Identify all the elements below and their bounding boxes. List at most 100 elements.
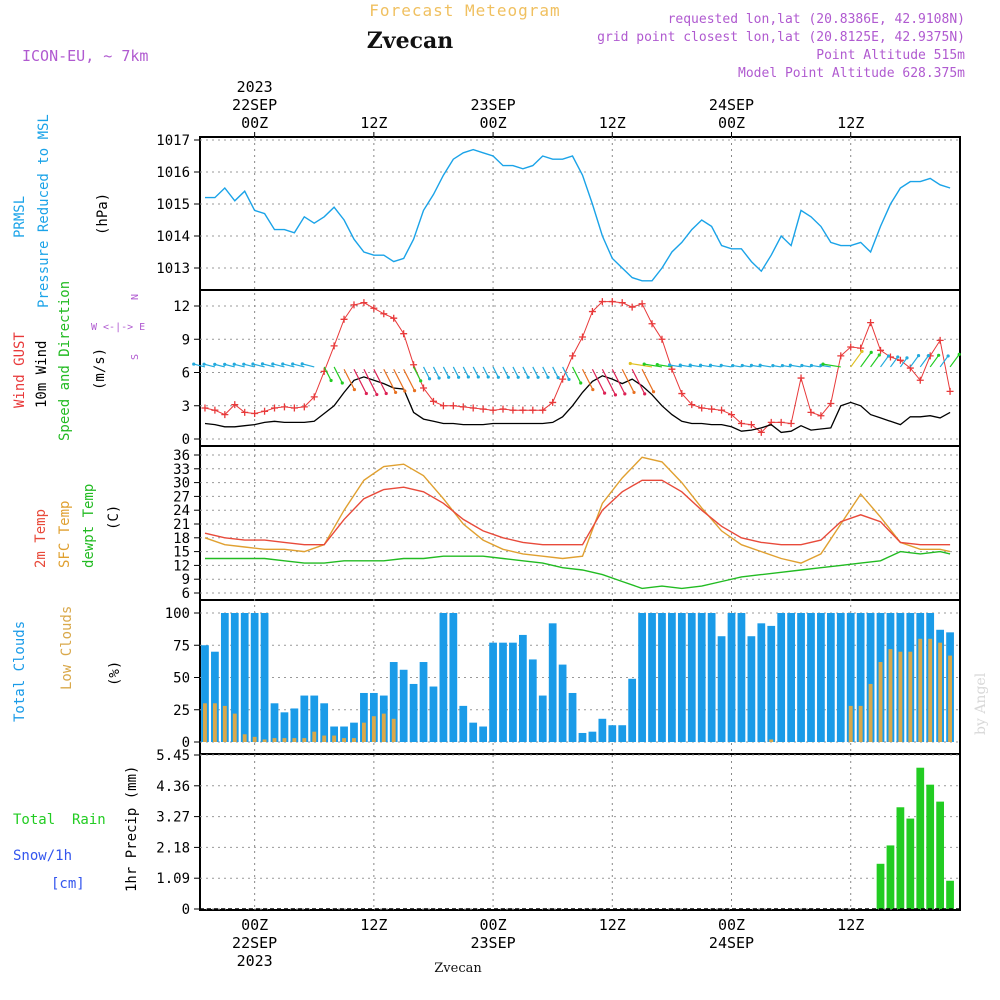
low-cloud-bar xyxy=(352,738,356,742)
gust-point xyxy=(439,402,447,410)
wind-arrow-head xyxy=(419,379,423,383)
wind-arrow-head xyxy=(613,393,618,397)
dewpt-line xyxy=(205,550,951,590)
wind-arrow xyxy=(631,368,646,395)
total-cloud-bar xyxy=(568,692,577,742)
wind-arrow-head xyxy=(437,376,441,380)
wind-arrow xyxy=(641,368,655,392)
total-cloud-bar xyxy=(310,695,319,742)
temp-2m-line xyxy=(204,479,951,546)
wind-arrow xyxy=(502,366,509,378)
wind-arrow-head xyxy=(678,363,682,367)
wind-arrow-head xyxy=(821,362,825,366)
wind-arrow xyxy=(621,368,635,393)
gust-point xyxy=(261,407,269,415)
y-tick-label-clouds: 25 xyxy=(173,703,190,719)
y-tick-label-temperature: 30 xyxy=(173,476,190,492)
wind-arrow xyxy=(343,368,355,390)
wind-unit: (m/s) xyxy=(92,348,108,390)
total-cloud-bar xyxy=(220,613,229,742)
total-cloud-bar xyxy=(350,722,358,742)
top-time-label: 12Z xyxy=(360,114,387,132)
total-cloud-bar xyxy=(270,703,279,742)
precip-snow-label: Snow/1h xyxy=(13,848,72,864)
y-tick-label-temperature: 33 xyxy=(173,462,190,478)
gust-point xyxy=(559,375,567,383)
model-label: ICON-EU, ~ 7km xyxy=(22,47,148,65)
low-cloud-bar xyxy=(222,705,227,742)
wind-arrow-head xyxy=(758,363,762,367)
total-cloud-bar xyxy=(697,613,706,742)
wind-arrow xyxy=(572,366,582,384)
compass-s: S xyxy=(130,354,141,360)
rain-bar xyxy=(946,880,954,909)
watermark: by Angel xyxy=(973,672,989,735)
gust-point xyxy=(509,406,517,414)
requested-coords: requested lon,lat (20.8386E, 42.9108N) xyxy=(668,12,965,27)
total-cloud-bar xyxy=(608,725,617,742)
wind-arrow-head xyxy=(506,375,510,379)
wind-arrow xyxy=(909,355,920,368)
total-cloud-bar xyxy=(687,613,696,742)
wind-arrow xyxy=(224,363,235,368)
total-cloud-bar xyxy=(260,613,269,742)
gust-point xyxy=(936,336,944,344)
total-cloud-bar xyxy=(648,613,656,742)
wind-arrow xyxy=(919,355,929,368)
y-tick-label-clouds: 0 xyxy=(182,735,190,751)
gust-point xyxy=(549,398,557,406)
precip-total-label: Total Rain xyxy=(13,812,106,828)
panel-frame-wind xyxy=(199,289,961,447)
wind-arrow-head xyxy=(375,392,379,397)
total-cloud-bar xyxy=(866,613,875,742)
total-cloud-bar xyxy=(419,662,428,742)
y-tick-label-wind: 6 xyxy=(182,366,190,382)
low-cloud-bar xyxy=(272,738,277,742)
wind-arrow xyxy=(482,366,489,378)
precip-cm-label: [cm] xyxy=(51,876,85,892)
gust-point xyxy=(608,298,616,306)
total-cloud-bar xyxy=(807,613,815,742)
wind-arrow-head xyxy=(213,362,217,366)
wind-arrow-head xyxy=(946,354,950,358)
wind-arrow-head xyxy=(719,363,723,367)
wind-arrow xyxy=(850,351,863,368)
total-cloud-bar xyxy=(826,613,835,742)
low-cloud-bar xyxy=(282,738,287,742)
total-cloud-bar xyxy=(469,722,478,742)
temp-2m-label: 2m Temp xyxy=(33,509,49,568)
wind-arrow xyxy=(214,363,225,368)
low-cloud-bar xyxy=(898,651,903,742)
wind-arrow xyxy=(432,366,440,379)
wind-arrow xyxy=(262,363,275,368)
wind-arrow xyxy=(949,353,960,368)
gust-point xyxy=(867,319,875,327)
wind-arrow-head xyxy=(403,389,407,393)
y-tick-label-pressure: 1013 xyxy=(156,261,190,277)
footer-location: Zvecan xyxy=(434,961,482,976)
bottom-time-label: 22SEP xyxy=(232,934,277,952)
low-cloud-bar xyxy=(312,731,317,742)
gust-point xyxy=(916,376,924,384)
wind-arrow xyxy=(462,366,469,378)
top-time-label: 22SEP xyxy=(232,96,277,114)
gust-point xyxy=(857,344,865,352)
wind-arrow-head xyxy=(192,362,196,366)
total-cloud-bar xyxy=(787,613,795,742)
y-tick-label-pressure: 1017 xyxy=(156,133,190,149)
y-tick-label-temperature: 27 xyxy=(173,489,190,505)
low-cloud-bar xyxy=(938,642,943,742)
gust-point xyxy=(618,299,626,307)
gust-point xyxy=(648,320,656,328)
total-cloud-bar xyxy=(240,613,249,742)
bottom-time-label: 12Z xyxy=(837,916,864,934)
wind-arrow xyxy=(710,364,722,368)
low-cloud-bar xyxy=(858,705,863,742)
wind-arrow-head xyxy=(957,352,961,356)
total-cloud-bar xyxy=(548,623,557,742)
y-tick-label-wind: 12 xyxy=(173,299,190,315)
gust-point xyxy=(737,419,745,427)
wind-arrow xyxy=(644,363,663,368)
gust-point xyxy=(271,404,279,412)
wind-arrow xyxy=(363,368,378,395)
